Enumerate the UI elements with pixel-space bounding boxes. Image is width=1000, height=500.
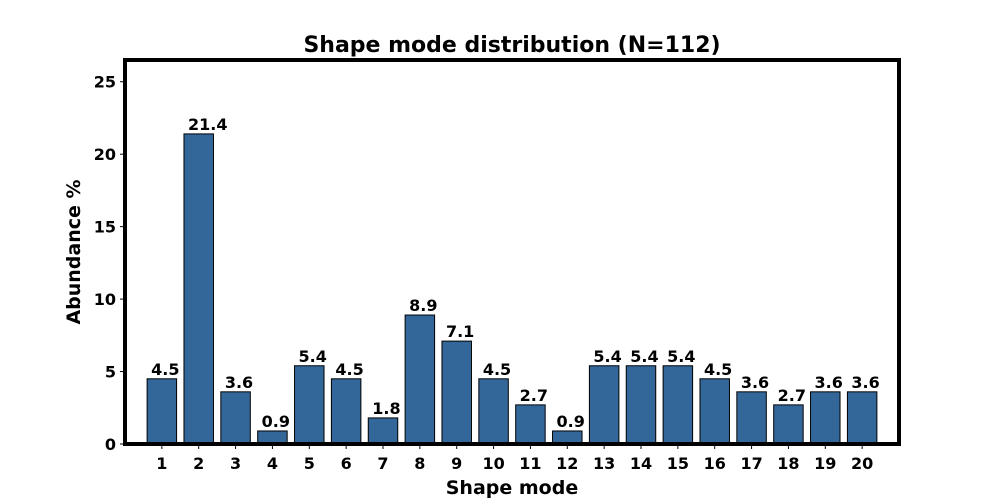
data-label-7: 1.8 — [372, 399, 400, 418]
data-label-5: 5.4 — [299, 347, 327, 366]
x-tick-label-14: 14 — [630, 454, 652, 473]
y-tick-label-5: 5 — [105, 363, 116, 382]
data-label-19: 3.6 — [815, 373, 843, 392]
x-tick-label-3: 3 — [230, 454, 241, 473]
data-label-18: 2.7 — [778, 386, 806, 405]
chart-title: Shape mode distribution (N=112) — [303, 33, 720, 58]
bar-8 — [404, 314, 436, 445]
x-tick-label-15: 15 — [667, 454, 689, 473]
data-label-11: 2.7 — [520, 386, 548, 405]
data-label-2: 21.4 — [188, 115, 227, 134]
bar-16 — [699, 378, 730, 445]
x-tick-label-8: 8 — [414, 454, 425, 473]
bar-20 — [846, 391, 878, 445]
bar-13 — [588, 365, 620, 445]
x-tick-label-1: 1 — [156, 454, 167, 473]
x-tick-label-19: 19 — [814, 454, 836, 473]
x-tick-label-12: 12 — [556, 454, 578, 473]
x-tick-label-13: 13 — [593, 454, 615, 473]
bar-3 — [220, 391, 251, 445]
data-label-10: 4.5 — [483, 360, 511, 379]
y-tick-label-15: 15 — [94, 218, 116, 237]
bar-10 — [478, 378, 509, 445]
x-axis-label: Shape mode — [446, 477, 578, 499]
data-label-13: 5.4 — [593, 347, 621, 366]
x-tick-label-10: 10 — [482, 454, 504, 473]
x-tick-label-6: 6 — [341, 454, 352, 473]
y-axis-label: Abundance % — [63, 179, 85, 324]
data-label-6: 4.5 — [335, 360, 363, 379]
x-tick-label-9: 9 — [451, 454, 462, 473]
data-label-12: 0.9 — [557, 412, 585, 431]
bar-7 — [367, 417, 399, 445]
data-label-14: 5.4 — [630, 347, 658, 366]
bar-5 — [294, 365, 325, 445]
x-tick-label-5: 5 — [304, 454, 315, 473]
bar-1 — [146, 378, 178, 445]
x-tick-label-20: 20 — [851, 454, 873, 473]
bar-9 — [441, 340, 472, 445]
x-tick-label-17: 17 — [740, 454, 762, 473]
y-tick-label-20: 20 — [94, 145, 116, 164]
data-label-20: 3.6 — [851, 373, 879, 392]
x-axis: 1 2 3 4 5 6 7 8 9 10 11 12 13 14 15 16 17 18 19 20 — [156, 444, 873, 473]
bar-15 — [662, 365, 694, 445]
y-axis: 0 5 10 15 20 25 — [94, 73, 125, 454]
bar-6 — [330, 378, 362, 445]
plot-frame — [123, 58, 901, 446]
x-tick-label-2: 2 — [193, 454, 204, 473]
y-tick-label-25: 25 — [94, 73, 116, 92]
data-label-17: 3.6 — [741, 373, 769, 392]
bar-17 — [736, 391, 767, 445]
bar-14 — [625, 365, 657, 445]
y-tick-label-0: 0 — [105, 435, 116, 454]
bar-11 — [515, 404, 546, 445]
y-tick-label-10: 10 — [94, 290, 116, 309]
bar-2 — [183, 133, 214, 445]
bar-19 — [810, 391, 841, 445]
x-tick-label-18: 18 — [777, 454, 799, 473]
bars-group — [146, 133, 878, 445]
x-tick-label-16: 16 — [704, 454, 726, 473]
data-label-16: 4.5 — [704, 360, 732, 379]
data-label-1: 4.5 — [151, 360, 179, 379]
data-label-15: 5.4 — [667, 347, 695, 366]
x-tick-label-7: 7 — [377, 454, 388, 473]
data-label-3: 3.6 — [225, 373, 253, 392]
data-label-4: 0.9 — [262, 412, 290, 431]
x-tick-label-4: 4 — [267, 454, 278, 473]
data-labels-group: 4.5 21.4 3.6 0.9 5.4 4.5 1.8 8.9 7.1 4.5 2.7 0.9 5.4… — [151, 115, 880, 431]
data-label-9: 7.1 — [446, 322, 474, 341]
x-tick-label-11: 11 — [519, 454, 541, 473]
bar-18 — [773, 404, 804, 445]
data-label-8: 8.9 — [409, 296, 437, 315]
